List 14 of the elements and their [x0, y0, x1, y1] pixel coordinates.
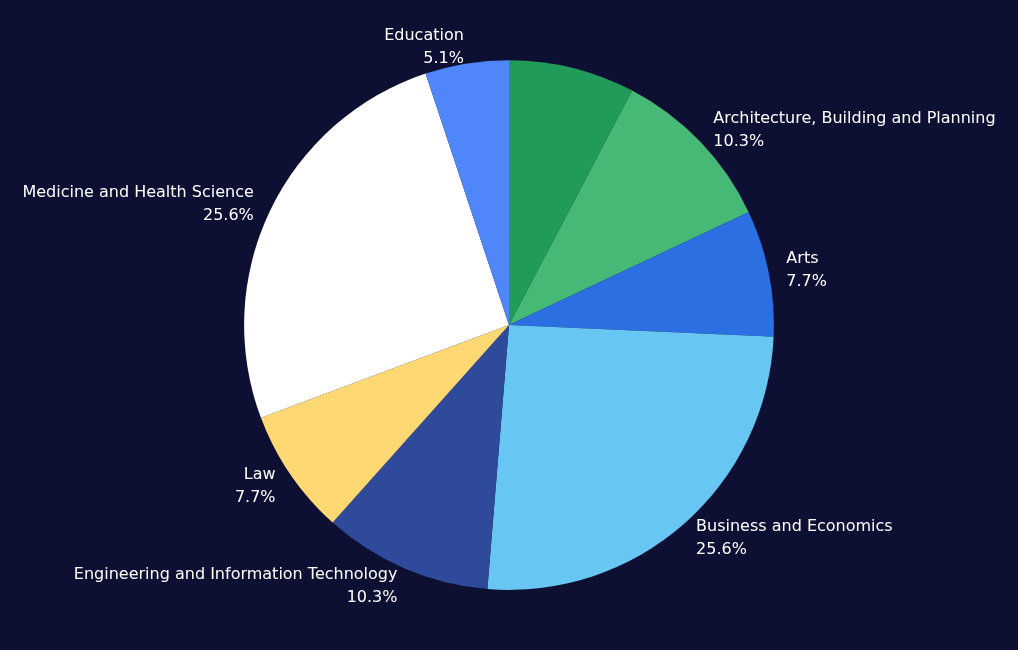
data-label: 25.6% [202, 204, 254, 224]
slice-label: Business and Economics [696, 516, 893, 536]
slice-label: Architecture, Building and Planning [713, 108, 996, 128]
data-label: 7.7% [786, 271, 828, 291]
slice-label: Engineering and Information Technology [73, 563, 398, 583]
slice-label: Law [243, 463, 276, 483]
data-label: 25.6% [696, 539, 747, 559]
slice-label: Medicine and Health Science [22, 181, 254, 201]
slice-label: Arts [786, 248, 819, 268]
data-label: 7.7% [234, 486, 276, 506]
data-label: 5.1% [423, 47, 464, 67]
data-label: 10.3% [346, 586, 398, 606]
slice-label: Education [384, 24, 464, 44]
data-label: 10.3% [713, 131, 765, 151]
